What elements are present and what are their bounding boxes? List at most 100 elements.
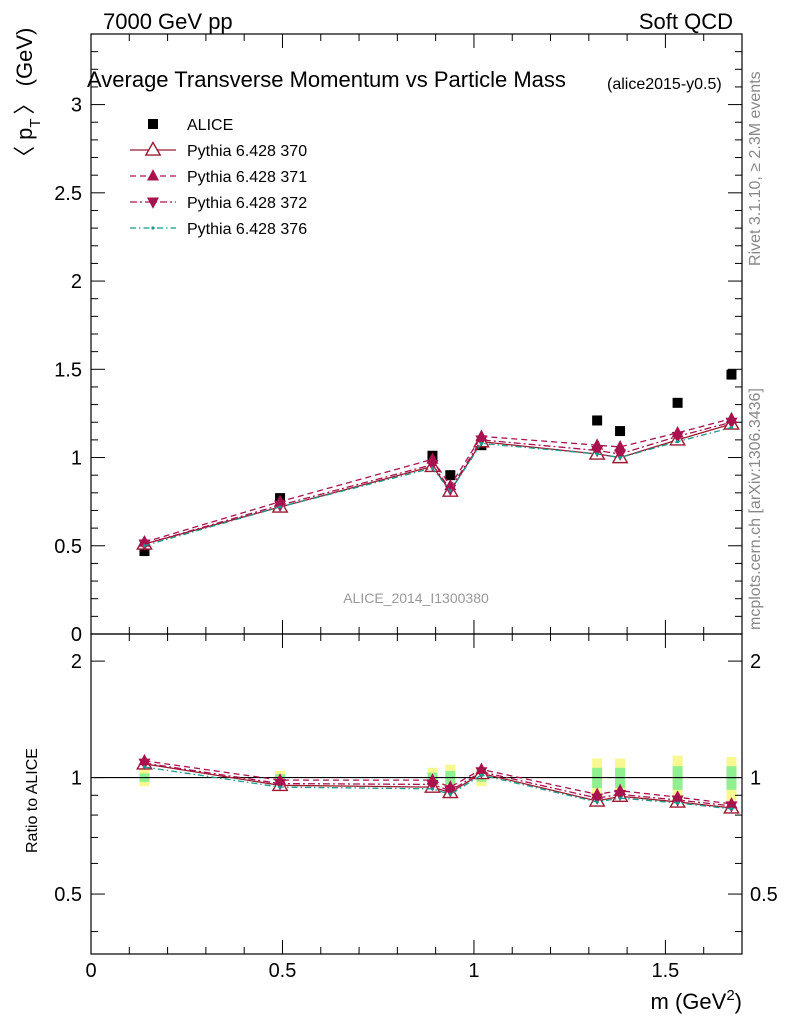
main-y-axis-label: 〈 pT 〉 (GeV) <box>12 28 44 168</box>
xlabel-main: m (GeV <box>651 989 727 1014</box>
main-series-3-point <box>475 435 488 447</box>
main-title: Average Transverse Momentum vs Particle … <box>87 67 722 93</box>
xtick-labels: 0 0.5 1 1.5 <box>85 960 679 982</box>
main-ytick-label: 3 <box>71 95 82 117</box>
main-series-4-point <box>479 441 484 446</box>
legend-entry-4: Pythia 6.428 376 <box>130 221 307 238</box>
ratio-series-3-point <box>448 792 452 796</box>
main-ytick-label: 0.5 <box>54 536 82 558</box>
main-series-1 <box>136 415 740 550</box>
main-series-0-point <box>615 426 626 437</box>
ratio-panel: 0.5 0.5 1 1 2 2 0 0.5 1 1.5 Ratio to ALICE m (Ge… <box>24 633 778 1014</box>
xtick-label: 0.5 <box>269 960 297 982</box>
main-ytick-label: 1.5 <box>54 359 82 381</box>
svg-text:〈 pT〉 (GeV): 〈 pT 〉 (GeV) <box>12 28 44 168</box>
ratio-series-1-line <box>144 760 732 805</box>
legend-entry-2: Pythia 6.428 371 <box>130 169 307 186</box>
main-series-0-point <box>139 546 150 557</box>
legend-marker <box>151 226 155 230</box>
legend-label: Pythia 6.428 371 <box>187 169 307 186</box>
main-axis-ticks <box>90 33 743 635</box>
analysis-watermark: ALICE_2014_I1300380 <box>343 590 489 606</box>
ratio-series-group <box>136 753 740 814</box>
legend-label: Pythia 6.428 370 <box>187 143 307 160</box>
ratio-series-2-point <box>725 801 738 813</box>
main-series-3-point <box>671 431 684 444</box>
main-series-4-point <box>278 505 282 509</box>
main-series-0-point <box>726 369 737 380</box>
legend: ALICE Pythia 6.428 370 Pythia 6.428 371 Pyt… <box>130 117 307 238</box>
main-series-0 <box>139 369 737 557</box>
rivet-version-label: Rivet 3.1.10, ≥ 2.3M events <box>747 71 764 266</box>
legend-label: ALICE <box>187 117 233 134</box>
legend-marker <box>148 119 158 129</box>
ratio-frame <box>90 633 743 955</box>
ratio-y-axis-label: Ratio to ALICE <box>24 748 41 853</box>
main-series-4-point <box>448 489 452 493</box>
ratio-series-3-point <box>479 773 484 777</box>
x-axis-label: m (GeV2) <box>651 987 742 1014</box>
xtick-label: 0 <box>85 960 96 982</box>
main-series-0-point <box>445 470 456 481</box>
ratio-series-3-point <box>729 807 734 811</box>
main-ytick-label: 2 <box>71 271 82 293</box>
xlabel-sup: 2 <box>726 987 734 1004</box>
ratio-series-3-point <box>595 800 599 804</box>
ratio-series-2-point <box>426 779 439 792</box>
ratio-series-3-point <box>278 785 282 789</box>
ylabel-sub: T <box>27 118 44 127</box>
ratio-series-2-point <box>614 789 627 802</box>
ratio-ytick-label-right: 2 <box>750 651 761 673</box>
ylabel-main: 〈 p <box>12 128 37 168</box>
main-series-2-line <box>144 418 732 543</box>
xtick-label: 1.5 <box>652 960 680 982</box>
legend-label: Pythia 6.428 376 <box>187 221 307 238</box>
main-series-4 <box>142 425 734 548</box>
legend-marker <box>144 141 162 156</box>
xlabel-tail: ) <box>735 989 742 1014</box>
ratio-ytick-labels: 0.5 0.5 1 1 2 2 <box>54 651 778 906</box>
main-series-4-line <box>144 426 732 547</box>
legend-entry-3: Pythia 6.428 372 <box>130 195 307 212</box>
ratio-series-2-point <box>274 779 287 791</box>
legend-marker <box>147 197 159 209</box>
main-series-group <box>136 369 740 557</box>
main-series-2 <box>138 411 738 547</box>
legend-entry-0: ALICE <box>148 117 233 134</box>
ratio-ytick-label: 1 <box>71 768 82 790</box>
ratio-series-2-line <box>144 762 732 807</box>
header-category-label: Soft QCD <box>639 9 733 34</box>
main-series-4-point <box>430 466 435 470</box>
ratio-series-3-point <box>675 801 680 805</box>
main-series-3-point <box>591 445 604 458</box>
main-ytick-label: 2.5 <box>54 183 82 205</box>
main-series-3 <box>138 417 738 551</box>
ratio-series-2 <box>138 758 738 813</box>
main-series-3-point <box>725 417 738 430</box>
legend-marker <box>147 169 159 181</box>
ratio-series-2-point <box>138 758 151 770</box>
ratio-series-2-point <box>444 786 457 798</box>
main-series-3-point <box>614 449 627 461</box>
ratio-ytick-label: 0.5 <box>54 884 82 906</box>
main-series-4-point <box>675 440 680 444</box>
ratio-series-3-point <box>618 796 622 800</box>
ratio-series-2-point <box>671 795 684 807</box>
ratio-series-2-point <box>591 793 604 806</box>
main-series-4-point <box>729 425 734 430</box>
xtick-label: 1 <box>468 960 479 982</box>
ylabel-tail: 〉 (GeV) <box>12 28 37 115</box>
main-series-0-point <box>592 415 603 426</box>
main-series-1-line <box>144 423 732 545</box>
ratio-series-2-point <box>475 767 488 779</box>
main-series-0-point <box>672 397 683 408</box>
main-ytick-labels: 0 0.5 1 1.5 2 2.5 3 <box>54 95 82 646</box>
mcplots-reference-label: mcplots.cern.ch [arXiv:1306.3436] <box>747 388 764 630</box>
ratio-ytick-label: 2 <box>71 651 82 673</box>
main-series-4-point <box>142 544 147 548</box>
main-panel: 0 0.5 1 1.5 2 2.5 3 ALICE_2014_I1300380 Averag… <box>12 28 743 646</box>
chart-title-suffix: (alice2015-y0.5) <box>607 76 722 93</box>
ratio-series-3 <box>142 765 734 811</box>
chart-title: Average Transverse Momentum vs Particle … <box>87 67 566 92</box>
